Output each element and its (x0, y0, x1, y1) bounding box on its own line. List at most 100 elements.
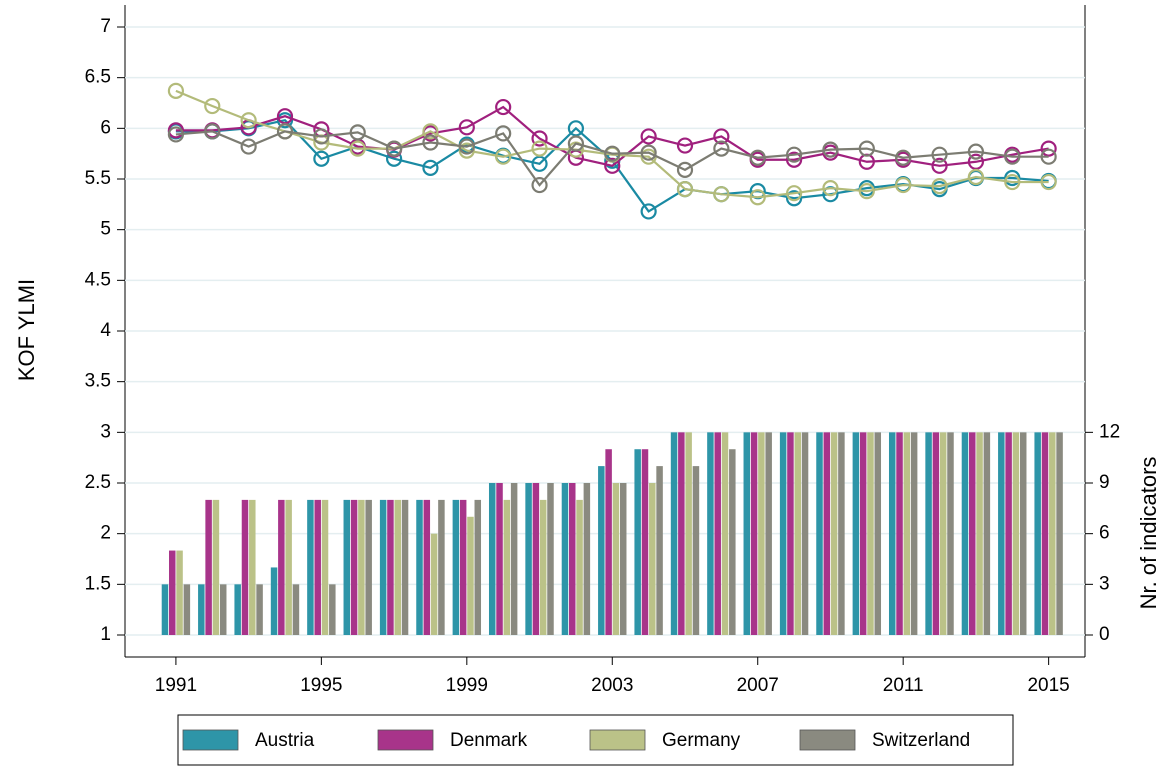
bar (634, 449, 641, 635)
point (967, 153, 985, 170)
bar (1012, 432, 1020, 635)
bar (838, 432, 845, 635)
point (167, 82, 185, 99)
bar (721, 432, 729, 635)
bar (583, 483, 591, 635)
point (640, 128, 657, 145)
bar (459, 499, 467, 635)
bar (358, 499, 365, 635)
point (749, 149, 766, 166)
bar (947, 432, 954, 635)
point (713, 186, 730, 203)
bar (394, 499, 401, 635)
point (204, 97, 221, 115)
y-tick-label: 1.5 (85, 573, 111, 594)
point (531, 155, 548, 172)
point (858, 183, 875, 200)
y2-tick-label: 9 (1099, 472, 1110, 493)
legend-swatch (377, 729, 434, 751)
point (967, 143, 985, 160)
bar (525, 483, 532, 635)
bar (198, 584, 205, 635)
bar (932, 432, 940, 635)
bar (794, 432, 801, 635)
point (495, 98, 512, 116)
legend-label: Austria (255, 730, 315, 751)
bar (183, 584, 191, 635)
point (822, 141, 839, 158)
point (785, 185, 803, 202)
x-tick-label: 1991 (155, 675, 197, 696)
point (931, 177, 948, 195)
point (822, 180, 839, 197)
bar (387, 499, 394, 635)
bar (998, 432, 1005, 635)
point (1040, 173, 1057, 191)
bar (503, 499, 511, 635)
y2-tick-label: 12 (1099, 421, 1120, 442)
y-tick-label: 4 (100, 320, 111, 341)
x-tick-label: 2011 (883, 675, 924, 696)
bar (321, 499, 329, 635)
bar (1019, 432, 1027, 635)
bar (641, 449, 649, 635)
bar (714, 432, 721, 635)
point (349, 124, 366, 141)
bar (961, 432, 969, 635)
bar (212, 499, 220, 635)
bar (219, 584, 227, 635)
x-tick-label: 2003 (591, 675, 633, 696)
bar (852, 432, 860, 635)
legend-box (177, 714, 1014, 766)
bar (888, 432, 896, 635)
y-tick-label: 6 (100, 117, 111, 138)
point (567, 120, 585, 137)
point (785, 151, 803, 168)
bar (176, 550, 183, 635)
bar (292, 584, 300, 635)
bar (649, 483, 656, 635)
bar (569, 483, 576, 635)
legend-label: Switzerland (872, 730, 970, 751)
point (531, 176, 548, 194)
bar (1005, 432, 1012, 635)
point (676, 161, 694, 178)
bar (605, 449, 612, 635)
bar (743, 432, 751, 635)
bar (1049, 432, 1056, 635)
bar (401, 499, 409, 635)
point (313, 150, 330, 167)
x-tick-label: 1999 (446, 675, 488, 696)
bar (329, 584, 336, 635)
point (858, 140, 875, 157)
bar (496, 483, 503, 635)
bar (474, 499, 482, 635)
bar (983, 432, 991, 635)
bar (307, 499, 314, 635)
bar (270, 567, 278, 635)
bar (1056, 432, 1063, 635)
bar (707, 432, 714, 635)
bar (750, 432, 758, 635)
bar (205, 499, 212, 635)
bar (430, 533, 438, 635)
bar (539, 499, 547, 635)
bar (532, 483, 540, 635)
bar (896, 432, 903, 635)
y-tick-label: 6.5 (85, 67, 111, 88)
bar (249, 499, 256, 635)
bar (787, 432, 794, 635)
bar (1034, 432, 1041, 635)
bar (801, 432, 809, 635)
y-tick-label: 2.5 (85, 472, 111, 493)
point (640, 144, 657, 161)
bar (910, 432, 918, 635)
y-tick-label: 4.5 (85, 269, 111, 290)
bar (729, 449, 736, 635)
point (422, 123, 439, 140)
bar (619, 483, 627, 635)
y-tick-label: 5 (100, 219, 111, 240)
bar (547, 483, 554, 635)
bar (867, 432, 874, 635)
